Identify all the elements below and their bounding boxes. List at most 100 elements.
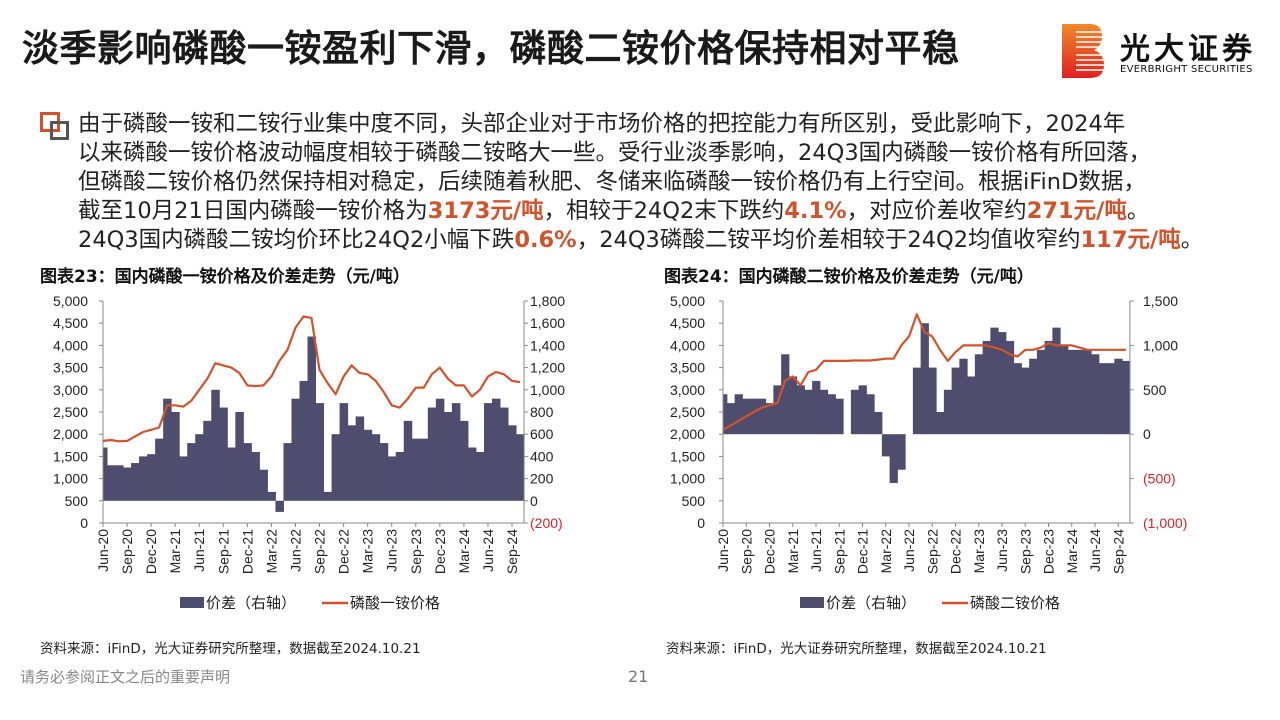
x-tick-label: Mar-24	[456, 529, 472, 574]
spread-area-bar	[203, 420, 212, 501]
highlight-value: 0.6%	[514, 227, 577, 253]
spread-area-bar	[123, 467, 132, 501]
spread-area-bar	[1013, 363, 1022, 435]
left-tick-label: 4,500	[53, 315, 88, 331]
spread-area-bar	[163, 398, 172, 501]
left-tick-label: 500	[65, 493, 89, 509]
spread-area-bar	[881, 434, 891, 457]
spread-area-bar	[187, 443, 196, 501]
right-tick-label: (1,000)	[1143, 515, 1187, 531]
right-tick-label: 0	[530, 493, 538, 509]
paragraph-line: 24Q3国内磷酸二铵均价环比24Q2小幅下跌0.6%，24Q3磷酸二铵平均价差相…	[78, 226, 1203, 255]
body-paragraph: 由于磷酸一铵和二铵行业集中度不同，头部企业对于市场价格的把控能力有所区别，受此影…	[78, 110, 1203, 255]
spread-area-bar	[819, 389, 829, 435]
left-tick-label: 0	[80, 515, 88, 531]
text-segment: 以来磷酸一铵价格波动幅度相较于磷酸二铵略大一些。受行业淡季影响，24Q3国内磷酸…	[78, 140, 1152, 166]
spread-area-bar	[1060, 345, 1069, 435]
x-tick-label: Jun-23	[994, 529, 1010, 572]
x-tick-label: Jun-20	[95, 529, 111, 572]
left-tick-label: 3,500	[670, 360, 705, 376]
left-tick-label: 2,000	[670, 426, 705, 442]
spread-area-bar	[259, 469, 268, 501]
text-segment: 。	[1180, 227, 1204, 253]
x-tick-label: Sep-24	[1110, 529, 1126, 574]
spread-area-bar	[912, 367, 922, 435]
x-tick-label: Jun-22	[901, 529, 917, 572]
x-tick-label: Mar-23	[971, 529, 987, 574]
spread-area-bar	[379, 443, 389, 501]
x-tick-label: Mar-22	[263, 529, 279, 574]
spread-area-bar	[155, 438, 164, 501]
spread-area-bar	[235, 412, 244, 501]
spread-area-bar	[516, 434, 525, 501]
spread-area-bar	[275, 500, 284, 512]
spread-area-bar	[982, 340, 991, 435]
spread-area-bar	[1044, 340, 1053, 435]
right-tick-label: (500)	[1143, 471, 1176, 487]
spread-area-bar	[339, 403, 349, 501]
x-tick-label: Sep-22	[924, 529, 940, 574]
spread-area-bar	[943, 389, 953, 435]
spread-area-bar	[974, 354, 984, 435]
spread-area-bar	[928, 367, 937, 435]
legend-label-price: 磷酸一铵价格	[350, 594, 440, 612]
x-tick-label: Sep-23	[408, 529, 424, 574]
x-tick-label: Mar-22	[878, 529, 894, 574]
highlight-value: 117元/吨	[1080, 227, 1181, 253]
paragraph-line: 但磷酸二铵价格仍然保持相对稳定，后续随着秋肥、冬储来临磷酸一铵价格仍有上行空间。…	[78, 168, 1203, 197]
x-tick-label: Mar-21	[167, 529, 183, 574]
spread-area-bar	[219, 407, 228, 501]
spread-area-bar	[283, 443, 292, 501]
spread-area-bar	[850, 389, 860, 435]
spread-area-bar	[443, 412, 453, 501]
left-tick-label: 2,500	[53, 404, 88, 420]
spread-area-bar	[483, 403, 493, 501]
x-tick-label: Dec-21	[239, 529, 255, 574]
text-segment: 由于磷酸一铵和二铵行业集中度不同，头部企业对于市场价格的把控能力有所区别，受此影…	[78, 111, 1126, 137]
x-tick-label: Jun-21	[191, 529, 207, 572]
right-tick-label: 1,500	[1143, 293, 1178, 309]
page-number: 21	[628, 667, 649, 686]
left-tick-label: 4,500	[670, 315, 705, 331]
paragraph-line: 以来磷酸一铵价格波动幅度相较于磷酸二铵略大一些。受行业淡季影响，24Q3国内磷酸…	[78, 139, 1203, 168]
left-tick-label: 4,000	[53, 337, 88, 353]
paragraph-line: 由于磷酸一铵和二铵行业集中度不同，头部企业对于市场价格的把控能力有所区别，受此影…	[78, 110, 1203, 139]
right-tick-label: 1,000	[530, 382, 565, 398]
right-tick-label: (200)	[530, 515, 563, 531]
text-segment: 24Q3国内磷酸二铵均价环比24Q2小幅下跌	[78, 227, 515, 253]
page-title: 淡季影响磷酸一铵盈利下滑，磷酸二铵价格保持相对平稳	[22, 27, 960, 70]
spread-area-bar	[451, 403, 461, 501]
x-tick-label: Mar-21	[785, 529, 801, 574]
spread-area-bar	[499, 407, 509, 501]
spread-area-bar	[251, 451, 260, 501]
right-tick-label: 800	[530, 404, 554, 420]
spread-area-bar	[1075, 349, 1084, 435]
spread-area-bar	[387, 456, 397, 501]
left-tick-label: 1,000	[670, 471, 705, 487]
spread-area-bar	[757, 398, 767, 435]
x-tick-label: Jun-22	[287, 529, 303, 572]
legend-area-swatch	[180, 597, 204, 608]
text-segment: ，24Q3磷酸二铵平均价差相较于24Q2均值收窄约	[576, 227, 1081, 253]
x-tick-label: Dec-23	[432, 529, 448, 574]
spread-area-bar	[773, 385, 782, 435]
spread-area-bar	[1083, 349, 1092, 435]
spread-area-bar	[897, 434, 906, 470]
spread-area-bar	[734, 394, 743, 435]
spread-area-bar	[179, 456, 188, 501]
x-tick-label: Sep-22	[312, 529, 328, 574]
right-tick-label: 600	[530, 426, 554, 442]
spread-area-bar	[1106, 363, 1115, 435]
spread-area-bar	[1036, 349, 1046, 435]
legend-label-spread: 价差（右轴）	[206, 594, 296, 612]
chart-23-title: 图表23：国内磷酸一铵价格及价差走势（元/吨）	[40, 267, 410, 287]
spread-area-bar	[1021, 367, 1030, 435]
text-segment: 截至10月21日国内磷酸一铵价格为	[78, 198, 428, 224]
legend-area-swatch	[800, 597, 824, 608]
left-tick-label: 5,000	[670, 293, 705, 309]
x-tick-label: Sep-24	[504, 529, 520, 574]
spread-area-bar	[307, 336, 317, 501]
spread-area-bar	[827, 394, 836, 435]
right-tick-label: 1,200	[530, 360, 565, 376]
text-segment: ，相较于24Q2末下跌约	[543, 198, 785, 224]
